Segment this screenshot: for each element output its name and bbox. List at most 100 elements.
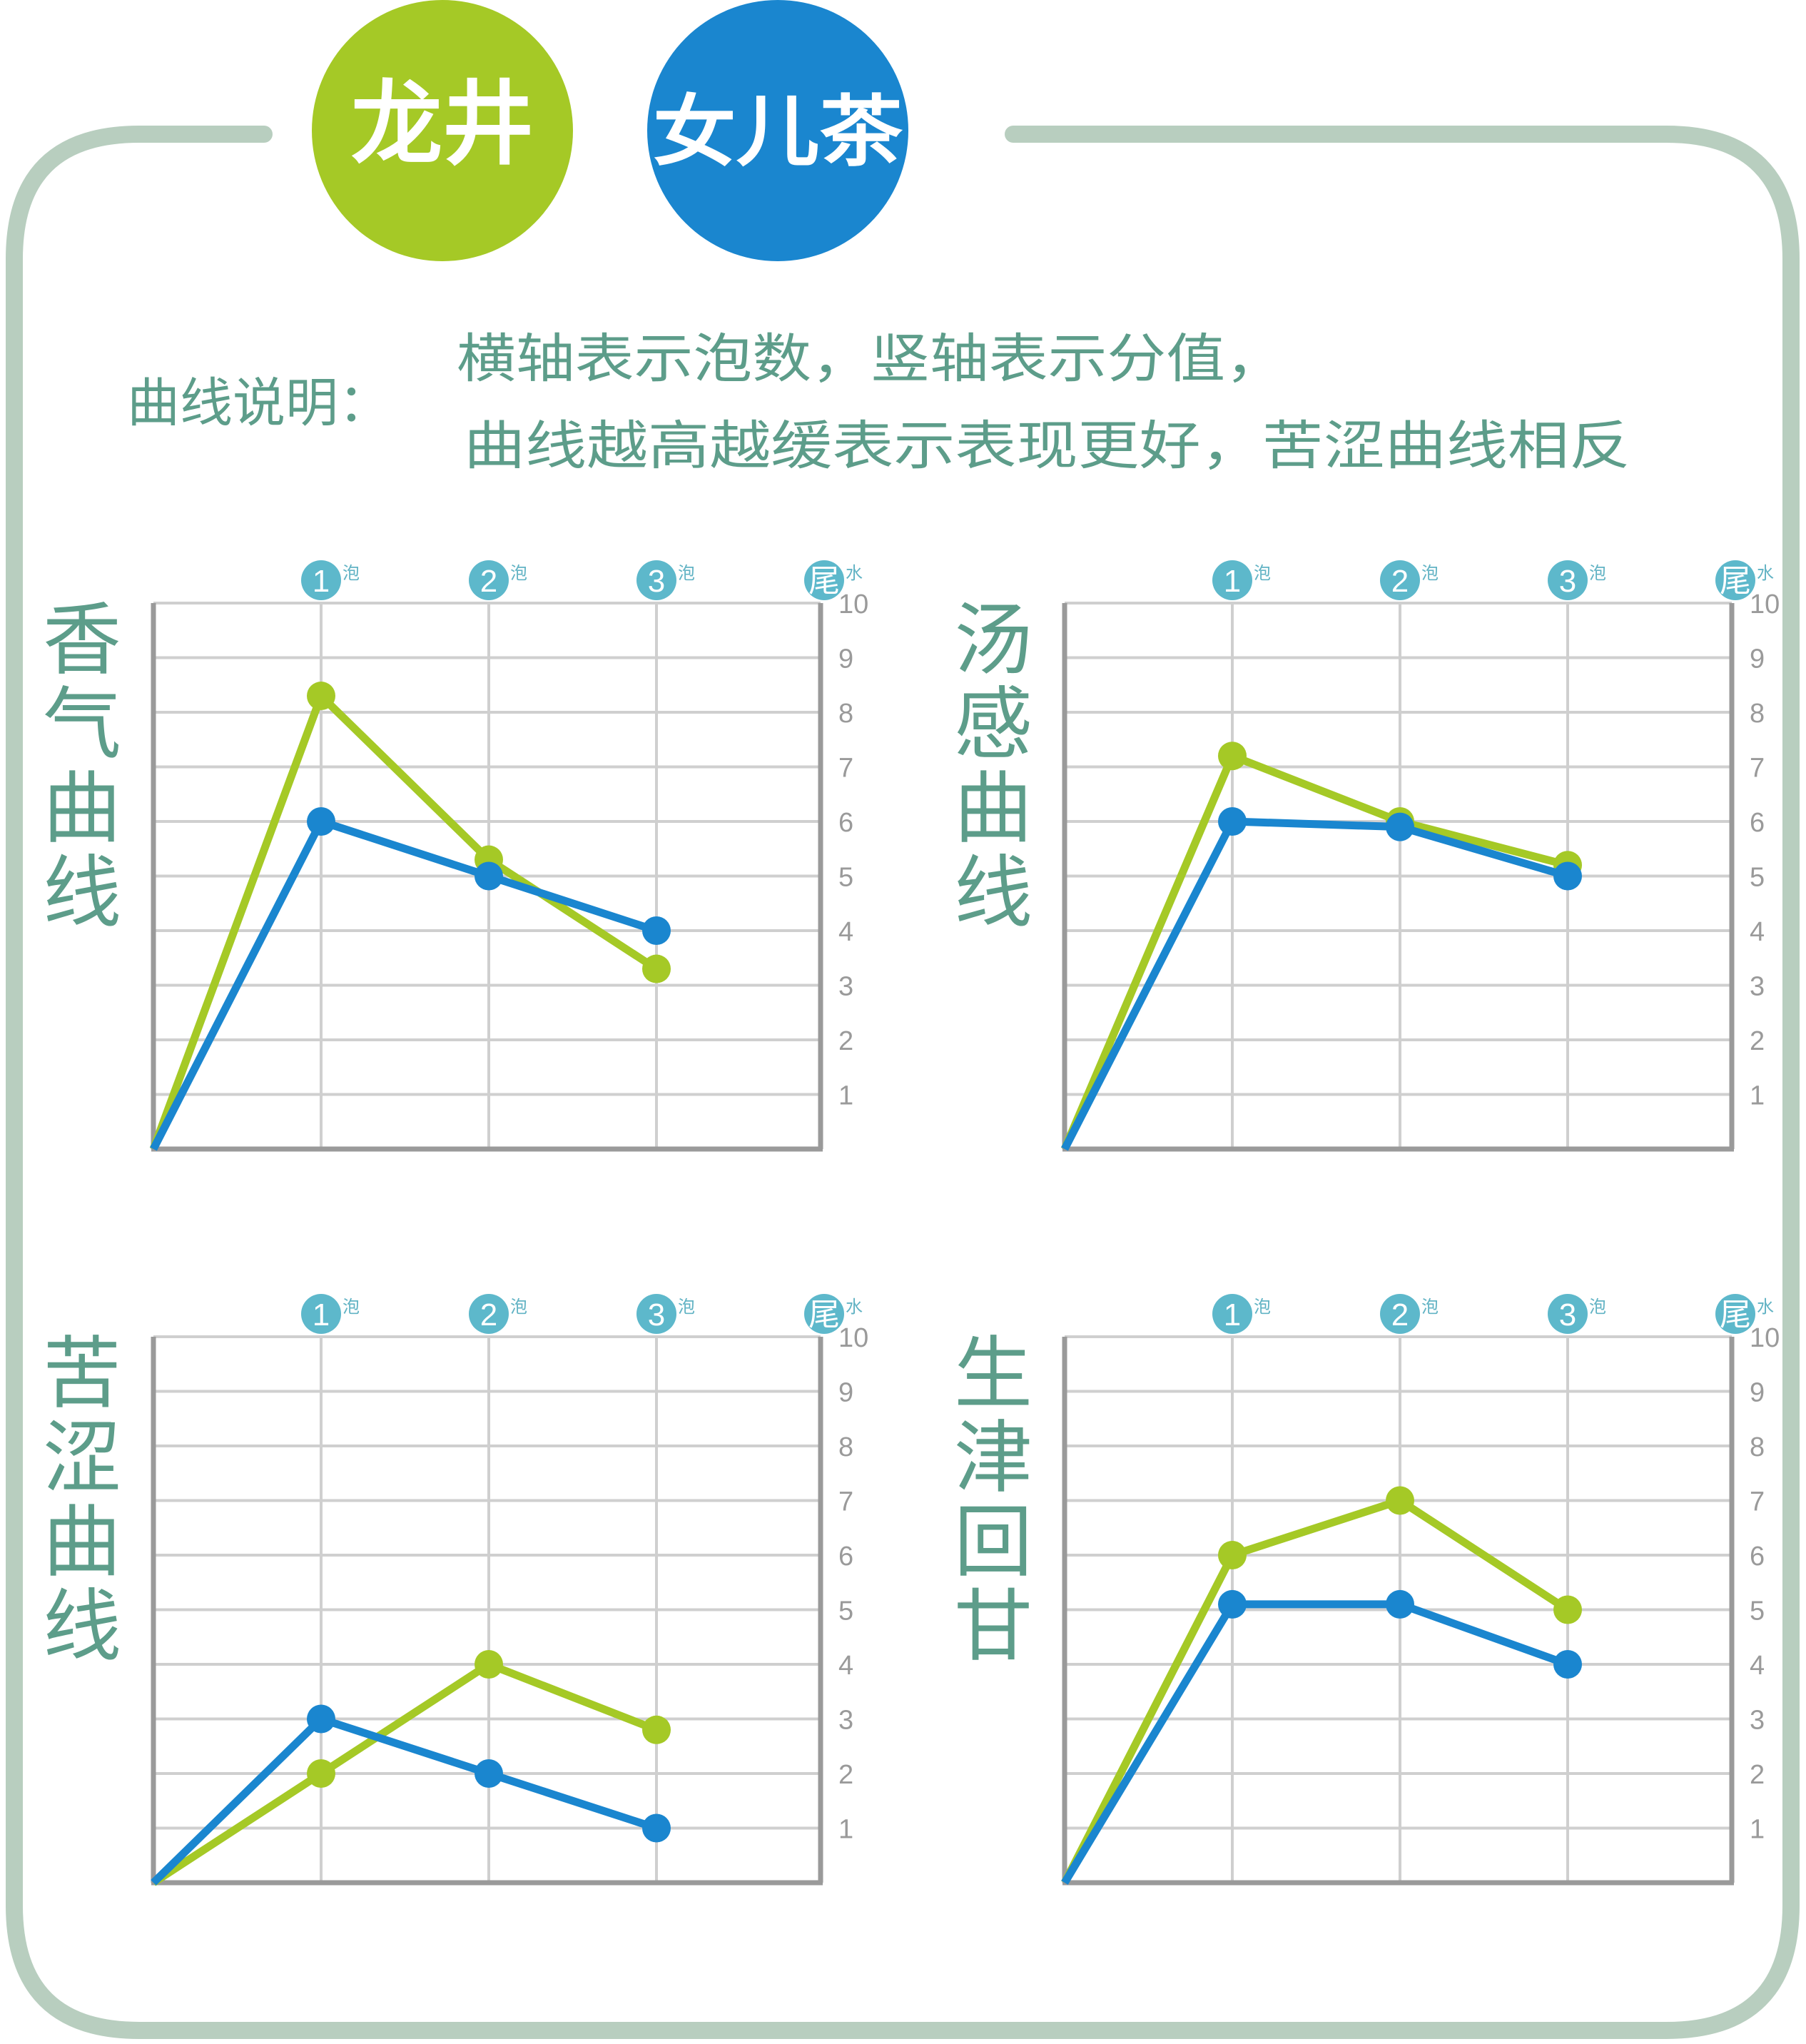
series-line — [151, 1660, 659, 1886]
chart-title-char: 曲 — [954, 763, 1033, 854]
data-point — [307, 807, 335, 836]
x-badge-circle — [469, 560, 509, 600]
x-badge-suffix: 水 — [846, 1297, 863, 1317]
data-point — [1553, 1650, 1582, 1679]
legend-swatch-nuercha — [647, 0, 908, 261]
x-badge-circle — [1380, 1294, 1420, 1334]
x-badge-suffix: 泡 — [343, 563, 360, 583]
x-badge-suffix: 泡 — [343, 1297, 360, 1317]
series-nuercha — [1061, 807, 1582, 1151]
x-badge-number: 2 — [1391, 1297, 1409, 1332]
x-badge-number: 3 — [648, 1297, 665, 1332]
chart-aroma: 123456789101 泡 2 泡 3 泡尾水香气曲线 — [43, 560, 868, 1152]
x-badge-number: 尾 — [808, 564, 840, 599]
x-badge-circle — [636, 560, 676, 600]
x-badge: 尾水 — [1715, 560, 1774, 600]
chart-title-char: 气 — [43, 679, 121, 770]
data-point — [1553, 1595, 1582, 1624]
y-tick-label: 9 — [838, 644, 853, 674]
y-tick-label: 10 — [1750, 1323, 1780, 1353]
chart-title-char: 汤 — [954, 595, 1033, 686]
y-tick-label: 2 — [838, 1760, 853, 1790]
series-line — [1061, 817, 1569, 1151]
y-tick-label: 1 — [838, 1081, 853, 1111]
x-badge-circle — [1212, 1294, 1252, 1334]
x-badge-circle — [1380, 560, 1420, 600]
x-badge-suffix: 泡 — [1589, 563, 1606, 583]
x-badge-circle — [301, 560, 341, 600]
y-tick-label: 1 — [838, 1815, 853, 1845]
y-tick-label: 10 — [838, 590, 868, 619]
legend-label-longjing: 龙井 — [351, 71, 534, 178]
data-point — [642, 954, 671, 983]
chart-title-char: 涩 — [43, 1412, 121, 1504]
y-tick-label: 8 — [1750, 1432, 1765, 1462]
series-nuercha — [1061, 1589, 1582, 1885]
x-badge-number: 1 — [313, 564, 330, 599]
chart-title-char: 生 — [954, 1328, 1033, 1420]
chart-title-char: 曲 — [43, 763, 121, 854]
x-badge-number: 尾 — [1720, 1297, 1751, 1332]
y-tick-label: 4 — [1750, 917, 1765, 947]
x-badge-suffix: 泡 — [510, 1297, 527, 1317]
chart-title-char: 线 — [43, 1581, 121, 1672]
chart-bitterness: 123456789101 泡 2 泡 3 泡尾水苦涩曲线 — [43, 1294, 868, 1886]
x-badge-number: 2 — [480, 564, 497, 599]
data-point — [475, 861, 503, 891]
y-tick-label: 2 — [1750, 1026, 1765, 1056]
data-point — [475, 1759, 503, 1788]
series-line — [1060, 752, 1569, 1151]
x-badge-circle — [469, 1294, 509, 1334]
data-point — [642, 916, 671, 945]
series-nuercha — [151, 1704, 671, 1886]
y-tick-label: 10 — [1750, 590, 1780, 619]
data-point — [307, 1704, 335, 1734]
legend: 龙井 女儿茶 — [312, 0, 908, 261]
series-longjing — [1060, 742, 1582, 1151]
y-tick-label: 1 — [1750, 1815, 1765, 1845]
chart-mouthfeel: 123456789101 泡 2 泡 3 泡尾水汤感曲线 — [954, 560, 1780, 1152]
x-badge-number: 1 — [1224, 1297, 1241, 1332]
chart-title-char: 津 — [954, 1412, 1033, 1504]
x-badge-suffix: 水 — [1757, 563, 1774, 583]
x-badge-suffix: 泡 — [678, 563, 695, 583]
data-point — [1386, 1589, 1414, 1619]
x-badge-number: 尾 — [808, 1297, 840, 1332]
curve-note: 曲线说明： 横轴表示泡数，竖轴表示分值， 曲线越高越缓表示表现更好，苦涩曲线相反 — [127, 328, 1630, 477]
y-tick-label: 5 — [1750, 863, 1765, 893]
y-tick-label: 3 — [1750, 1706, 1765, 1736]
legend-item-longjing: 龙井 — [312, 0, 573, 261]
x-badge-number: 1 — [313, 1297, 330, 1332]
y-tick-label: 6 — [1750, 808, 1765, 838]
y-tick-label: 8 — [838, 1432, 853, 1462]
chart-title-char: 线 — [43, 847, 121, 938]
grid — [153, 602, 821, 1149]
data-point — [307, 682, 335, 711]
y-tick-label: 4 — [838, 1651, 853, 1681]
data-point — [1218, 742, 1247, 771]
chart-title-char: 苦 — [43, 1328, 121, 1420]
y-tick-label: 4 — [838, 917, 853, 947]
chart-aftertaste: 123456789101 泡 2 泡 3 泡尾水生津回甘 — [954, 1294, 1780, 1886]
note-line-2: 曲线越高越缓表示表现更好，苦涩曲线相反 — [464, 415, 1630, 477]
legend-item-nuercha: 女儿茶 — [647, 0, 908, 261]
data-point — [307, 1759, 335, 1788]
x-badge-circle — [804, 560, 844, 600]
data-point — [1218, 1541, 1247, 1569]
note-prefix: 曲线说明： — [127, 373, 391, 434]
y-tick-label: 7 — [838, 1487, 853, 1517]
y-tick-label: 5 — [838, 863, 853, 893]
x-badge-number: 2 — [1391, 564, 1409, 599]
x-badge-circle — [1548, 1294, 1588, 1334]
chart-title-char: 感 — [954, 679, 1033, 770]
